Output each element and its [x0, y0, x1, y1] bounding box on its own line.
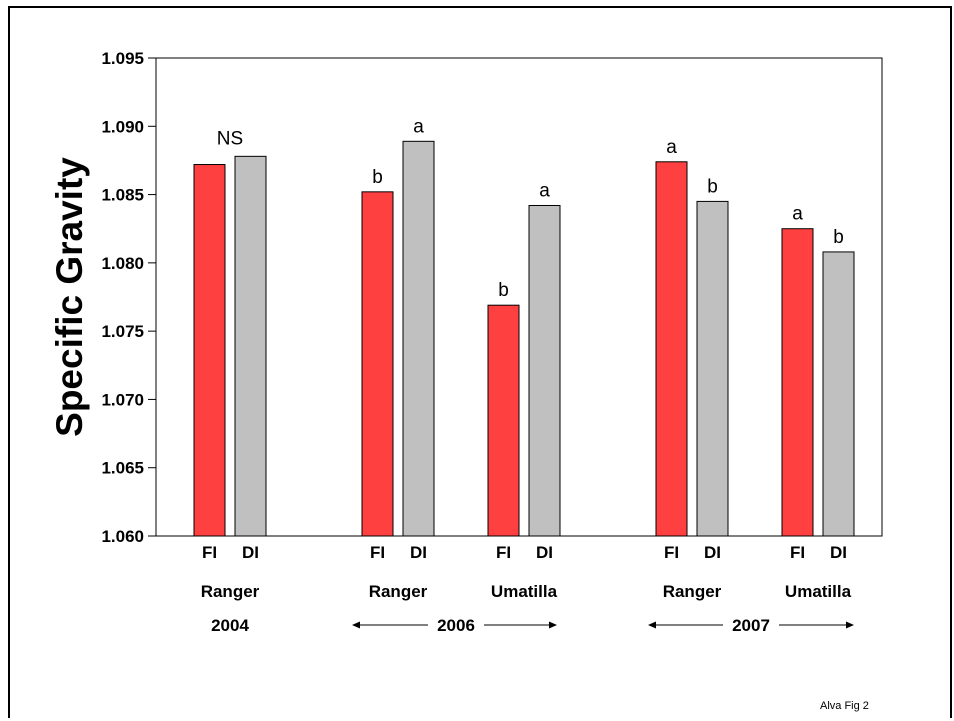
bar-fi: [655, 161, 688, 537]
bar-di: [528, 204, 561, 537]
y-tick-label: 1.060: [101, 527, 144, 546]
significance-label: b: [498, 280, 509, 301]
bar-di: [402, 140, 435, 537]
series-label-di: DI: [830, 543, 847, 562]
figure-note: Alva Fig 2: [820, 700, 869, 712]
bar-di: [822, 251, 855, 537]
y-tick-label: 1.090: [101, 117, 144, 136]
series-label-fi: FI: [370, 543, 385, 562]
cultivar-label: Umatilla: [785, 582, 852, 601]
bar-fi: [193, 164, 226, 537]
significance-label: a: [666, 137, 677, 158]
y-axis-label: Specific Gravity: [49, 157, 90, 437]
cultivar-label: Ranger: [663, 582, 722, 601]
arrowhead-left: [352, 621, 360, 629]
significance-label: b: [372, 167, 383, 188]
bar-di: [234, 155, 267, 537]
y-tick-label: 1.065: [101, 459, 144, 478]
series-label-di: DI: [704, 543, 721, 562]
significance-label: b: [833, 227, 844, 248]
bar-annotations: NS b a b a a b a b: [217, 116, 844, 301]
year-label: 2006: [437, 616, 475, 635]
series-label-fi: FI: [496, 543, 511, 562]
significance-label: a: [792, 204, 803, 225]
bar-fi: [361, 191, 394, 537]
bar-di: [696, 200, 729, 537]
series-label-fi: FI: [202, 543, 217, 562]
series-label-fi: FI: [664, 543, 679, 562]
year-label: 2007: [732, 616, 770, 635]
series-label-di: DI: [410, 543, 427, 562]
figure-frame: [8, 6, 952, 718]
bar-fi: [487, 304, 520, 537]
y-tick-label: 1.095: [101, 49, 144, 68]
significance-label: a: [539, 180, 550, 201]
arrowhead-right: [846, 621, 854, 629]
significance-label: NS: [217, 128, 243, 149]
significance-label: a: [413, 116, 424, 137]
bars: [193, 140, 855, 537]
bar-fi: [781, 228, 814, 537]
cultivar-label: Umatilla: [491, 582, 558, 601]
arrowhead-left: [648, 621, 656, 629]
series-label-fi: FI: [790, 543, 805, 562]
y-tick-label: 1.075: [101, 322, 144, 341]
arrowhead-right: [549, 621, 557, 629]
x-axis-labels: FI DI Ranger FI DI Ranger FI DI Umatilla FI DI Rang…: [201, 543, 854, 635]
cultivar-label: Ranger: [369, 582, 428, 601]
y-tick-label: 1.080: [101, 254, 144, 273]
series-label-di: DI: [536, 543, 553, 562]
significance-label: b: [707, 176, 718, 197]
year-label: 2004: [211, 616, 249, 635]
series-label-di: DI: [242, 543, 259, 562]
y-tick-label: 1.070: [101, 390, 144, 409]
y-tick-label: 1.085: [101, 186, 144, 205]
y-axis-ticks: 1.060 1.065 1.070 1.075 1.080 1.085 1.090 1.095: [101, 49, 156, 546]
cultivar-label: Ranger: [201, 582, 260, 601]
